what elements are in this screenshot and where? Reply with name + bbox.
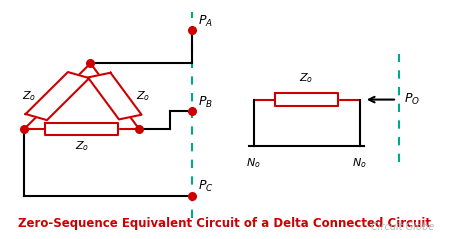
Text: Circuit Globe: Circuit Globe [371, 222, 434, 232]
Text: $Z_o$: $Z_o$ [299, 72, 314, 85]
Text: $N_o$: $N_o$ [352, 156, 367, 170]
Text: $Z_o$: $Z_o$ [75, 140, 89, 153]
Polygon shape [26, 72, 89, 120]
Text: $P_O$: $P_O$ [405, 92, 421, 107]
Polygon shape [275, 93, 338, 106]
Text: $P_C$: $P_C$ [198, 179, 213, 195]
Text: $P_A$: $P_A$ [198, 14, 212, 29]
Polygon shape [45, 123, 118, 135]
Text: $P_B$: $P_B$ [198, 95, 213, 110]
Text: $N_o$: $N_o$ [246, 156, 261, 170]
Polygon shape [88, 73, 142, 120]
Text: $Z_o$: $Z_o$ [136, 89, 151, 103]
Text: Zero-Sequence Equivalent Circuit of a Delta Connected Circuit: Zero-Sequence Equivalent Circuit of a De… [18, 217, 432, 230]
Text: $Z_o$: $Z_o$ [22, 89, 36, 103]
